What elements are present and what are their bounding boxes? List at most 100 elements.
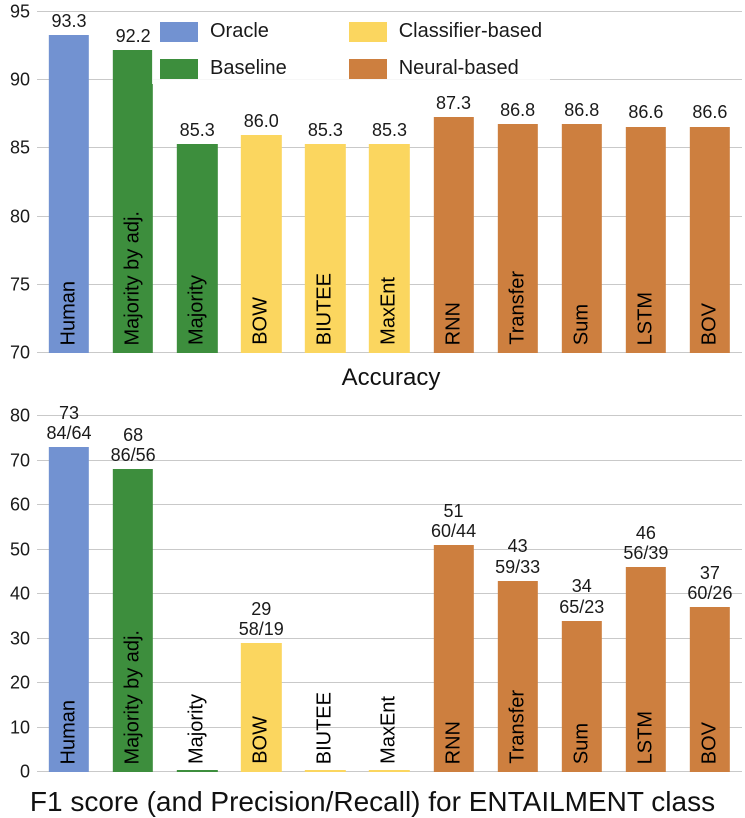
value-label: 93.3 <box>51 11 87 32</box>
bar-transfer <box>497 580 538 772</box>
bar-rnn <box>433 545 474 772</box>
gridline <box>37 593 742 594</box>
legend-label: Classifier-based <box>398 20 543 42</box>
value-label: 51 60/44 <box>431 500 477 541</box>
value-label: 86.6 <box>692 102 728 123</box>
y-tick-label: 0 <box>19 761 30 782</box>
category-label: Majority <box>185 274 208 345</box>
value-label: 46 56/39 <box>623 523 669 564</box>
y-tick-label: 80 <box>9 206 30 227</box>
category-label: BOV <box>698 302 721 345</box>
gridline <box>37 726 742 728</box>
bar-bow <box>241 642 282 772</box>
legend: Oracle Baseline Classifier-based Neural-bas… <box>152 16 551 84</box>
bar-biutee <box>305 144 346 353</box>
value-label: 68 86/56 <box>110 425 156 466</box>
bar-slot: 92.2 Majority by adj. <box>101 12 165 353</box>
value-label: 43 59/33 <box>495 536 541 577</box>
bar-slot: Majority <box>165 416 229 772</box>
y-tick-label: 90 <box>9 69 30 90</box>
bar-lstm <box>625 567 667 772</box>
y-tick-label: 80 <box>9 405 30 426</box>
y-tick-label: 85 <box>9 137 30 158</box>
bar-slot: BIUTEE <box>293 416 357 772</box>
precision-recall-label: 60/26 <box>687 583 733 604</box>
legend-swatch-classifier <box>348 21 387 42</box>
category-label: LSTM <box>634 710 657 764</box>
gridline <box>37 11 742 12</box>
bar-slot: 85.3 BIUTEE <box>293 12 357 353</box>
category-label: BOW <box>249 716 272 764</box>
bar-biutee <box>305 770 346 772</box>
bar-slot: 34 65/23 Sum <box>550 416 614 772</box>
bar-majority <box>177 144 218 353</box>
bar-lstm <box>625 126 667 353</box>
y-tick-label: 40 <box>9 583 30 604</box>
precision-recall-label: 58/19 <box>238 618 284 639</box>
y-tick-label: 30 <box>9 628 30 648</box>
value-label: 85.3 <box>179 120 215 141</box>
bar-transfer <box>497 123 538 353</box>
category-label: BOW <box>249 297 272 345</box>
bar-slot: 86.6 LSTM <box>614 12 678 353</box>
bar-slot: 37 60/26 BOV <box>678 416 742 772</box>
legend-item-baseline: Baseline <box>160 57 287 80</box>
bar-rnn <box>433 117 474 353</box>
bar-maxent <box>369 144 410 353</box>
bar-bov <box>689 607 731 772</box>
bar-majority-by-adj- <box>112 50 154 353</box>
value-label: 86.8 <box>564 99 600 120</box>
gridline <box>37 548 742 550</box>
bar-sum <box>561 123 602 353</box>
f1-chart: 0 10 20 30 40 50 60 70 80 73 84/64 Human 68 86/56 Maj… <box>0 398 745 818</box>
value-label: 86.6 <box>628 102 664 123</box>
category-label: RNN <box>442 301 465 345</box>
value-label: 85.3 <box>307 120 343 141</box>
category-label: BOV <box>698 721 721 764</box>
y-axis: 0 10 20 30 40 50 60 70 80 <box>0 406 34 782</box>
bar-slot: 51 60/44 RNN <box>422 416 486 772</box>
y-tick-label: 20 <box>9 672 30 693</box>
bar-slot: 86.8 Transfer <box>486 12 550 353</box>
category-label: Majority by adj. <box>121 210 144 346</box>
bar-slot: 43 59/33 Transfer <box>486 416 550 772</box>
category-label: BIUTEE <box>313 272 336 345</box>
y-tick-label: 50 <box>9 539 30 559</box>
bar-slot: 86.0 BOW <box>229 12 293 353</box>
chart-title-f1: F1 score (and Precision/Recall) for ENTA… <box>29 786 716 817</box>
value-label: 29 58/19 <box>238 598 284 639</box>
y-tick-label: 10 <box>9 717 30 737</box>
category-label: Transfer <box>506 271 529 345</box>
bar-majority-by-adj- <box>112 469 154 772</box>
bar-slot: 87.3 RNN <box>422 12 486 353</box>
value-label: 92.2 <box>115 26 151 47</box>
bar-bov <box>689 126 731 353</box>
category-label: Majority by adj. <box>121 629 144 765</box>
category-label: Human <box>57 280 80 345</box>
gridline <box>37 682 742 683</box>
bar-slot: 73 84/64 Human <box>37 403 101 772</box>
category-label: BIUTEE <box>313 691 336 764</box>
legend-label: Neural-based <box>398 57 519 79</box>
legend-item-oracle: Oracle <box>160 20 287 43</box>
precision-recall-label: 56/39 <box>623 543 669 564</box>
value-label: 85.3 <box>371 120 408 141</box>
category-label: Human <box>57 699 80 764</box>
bar-slot: 85.3 MaxEnt <box>357 12 421 353</box>
y-tick-label: 75 <box>9 274 30 295</box>
precision-recall-label: 60/44 <box>431 520 477 541</box>
category-label: MaxEnt <box>377 277 400 345</box>
precision-recall-label: 59/33 <box>495 556 541 577</box>
gridline <box>37 504 742 505</box>
legend-label: Baseline <box>210 57 287 79</box>
category-label: LSTM <box>634 291 657 345</box>
category-label: RNN <box>442 720 465 764</box>
gridline <box>37 415 742 416</box>
legend-item-neural: Neural-based <box>348 57 542 80</box>
value-label: 37 60/26 <box>687 563 733 604</box>
category-label: Sum <box>570 722 593 764</box>
chart-title-accuracy: Accuracy <box>341 364 441 391</box>
category-label: Majority <box>185 693 208 764</box>
bar-slot: 29 58/19 BOW <box>229 416 293 772</box>
